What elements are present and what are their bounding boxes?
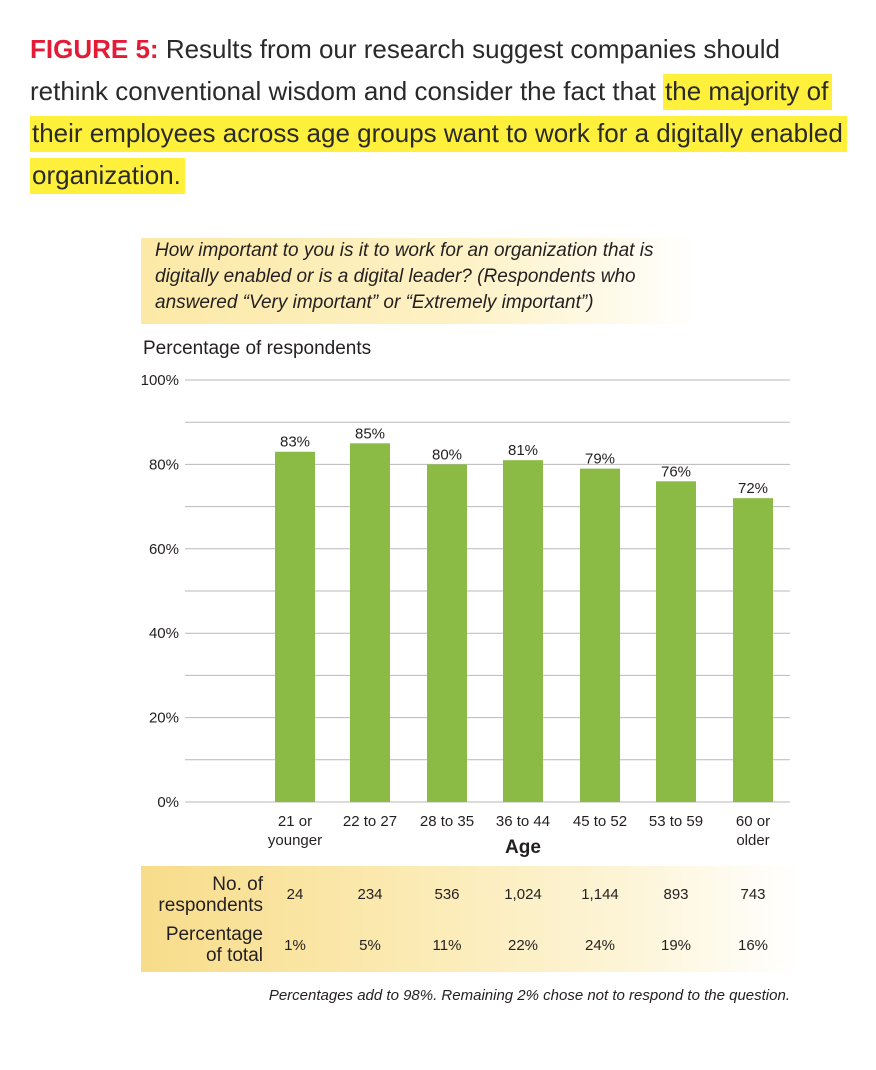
x-tick-label: 45 to 52: [573, 813, 627, 830]
y-tick-label: 20%: [149, 710, 179, 727]
y-tick-label: 40%: [149, 625, 179, 642]
x-tick-label: 22 to 27: [343, 813, 397, 830]
bar: [656, 481, 696, 802]
bar: [580, 468, 620, 802]
footnote: Percentages add to 98%. Remaining 2% cho…: [268, 987, 790, 1004]
x-tick-label: younger: [268, 832, 322, 849]
row-label-percentage: Percentage of total: [141, 924, 263, 966]
table-cell: 24: [286, 886, 304, 903]
survey-question-line: answered “Very important” or “Extremely …: [155, 292, 594, 313]
bars: [275, 443, 773, 802]
table-cell: 536: [434, 886, 460, 903]
table-cell: 743: [740, 886, 766, 903]
figure-caption-text: Results from our research suggest compan…: [30, 34, 780, 106]
data-labels: 83% 85% 80% 81% 79% 76% 72%: [280, 425, 768, 497]
table-cell: 234: [357, 886, 383, 903]
table-cell: 24%: [584, 937, 616, 954]
data-label: 79%: [585, 451, 615, 468]
table-cell: 16%: [737, 937, 769, 954]
figure-label: FIGURE 5:: [30, 34, 159, 64]
data-label: 81%: [508, 442, 538, 459]
data-label: 72%: [738, 480, 768, 497]
y-axis-title: Percentage of respondents: [143, 338, 372, 359]
bar: [733, 498, 773, 802]
data-label: 80%: [432, 446, 462, 463]
bar: [427, 464, 467, 802]
x-tick-label: 28 to 35: [420, 813, 474, 830]
row-label-line: of total: [205, 945, 263, 966]
x-tick-label: older: [736, 832, 769, 849]
table-cell: 19%: [660, 937, 692, 954]
bar: [350, 443, 390, 802]
y-tick-label: 80%: [149, 456, 179, 473]
bar: [503, 460, 543, 802]
data-label: 76%: [661, 463, 691, 480]
x-axis-categories: 21 or younger 22 to 27 28 to 35 36 to 44 45 t…: [268, 813, 770, 849]
y-tick-label: 100%: [141, 372, 179, 389]
x-tick-label: 21 or: [278, 813, 312, 830]
survey-question: How important to you is it to work for a…: [141, 238, 697, 324]
table-cell: 1%: [284, 937, 306, 954]
figure-caption: FIGURE 5: Results from our research sugg…: [30, 28, 860, 196]
bar: [275, 451, 315, 802]
row-label-respondents: No. of respondents: [141, 874, 263, 916]
table-cell: 22%: [507, 937, 539, 954]
table-cell: 1,024: [504, 886, 542, 903]
data-label: 83%: [280, 434, 310, 451]
y-axis-ticks: 0% 20% 40% 60% 80% 100%: [141, 372, 179, 811]
x-tick-label: 60 or: [736, 813, 770, 830]
table-cell: 1,144: [581, 886, 619, 903]
y-tick-label: 60%: [149, 541, 179, 558]
y-tick-label: 0%: [157, 794, 179, 811]
table-cell: 5%: [359, 937, 381, 954]
row-label-line: No. of: [212, 874, 263, 895]
table-cell: 893: [663, 886, 689, 903]
row-label-line: respondents: [158, 895, 263, 916]
data-label: 85%: [355, 425, 385, 442]
survey-question-line: How important to you is it to work for a…: [155, 240, 654, 261]
x-axis-title: Age: [505, 837, 541, 858]
bar-chart: 0% 20% 40% 60% 80% 100% 83% 85% 80% 81% 79% 76% 72%…: [141, 372, 790, 858]
respondents-table: [141, 866, 801, 972]
survey-question-line: digitally enabled or is a digital leader…: [155, 266, 636, 287]
x-tick-label: 53 to 59: [649, 813, 703, 830]
x-tick-label: 36 to 44: [496, 813, 550, 830]
table-cell: 11%: [432, 937, 462, 954]
row-label-line: Percentage: [165, 924, 263, 945]
